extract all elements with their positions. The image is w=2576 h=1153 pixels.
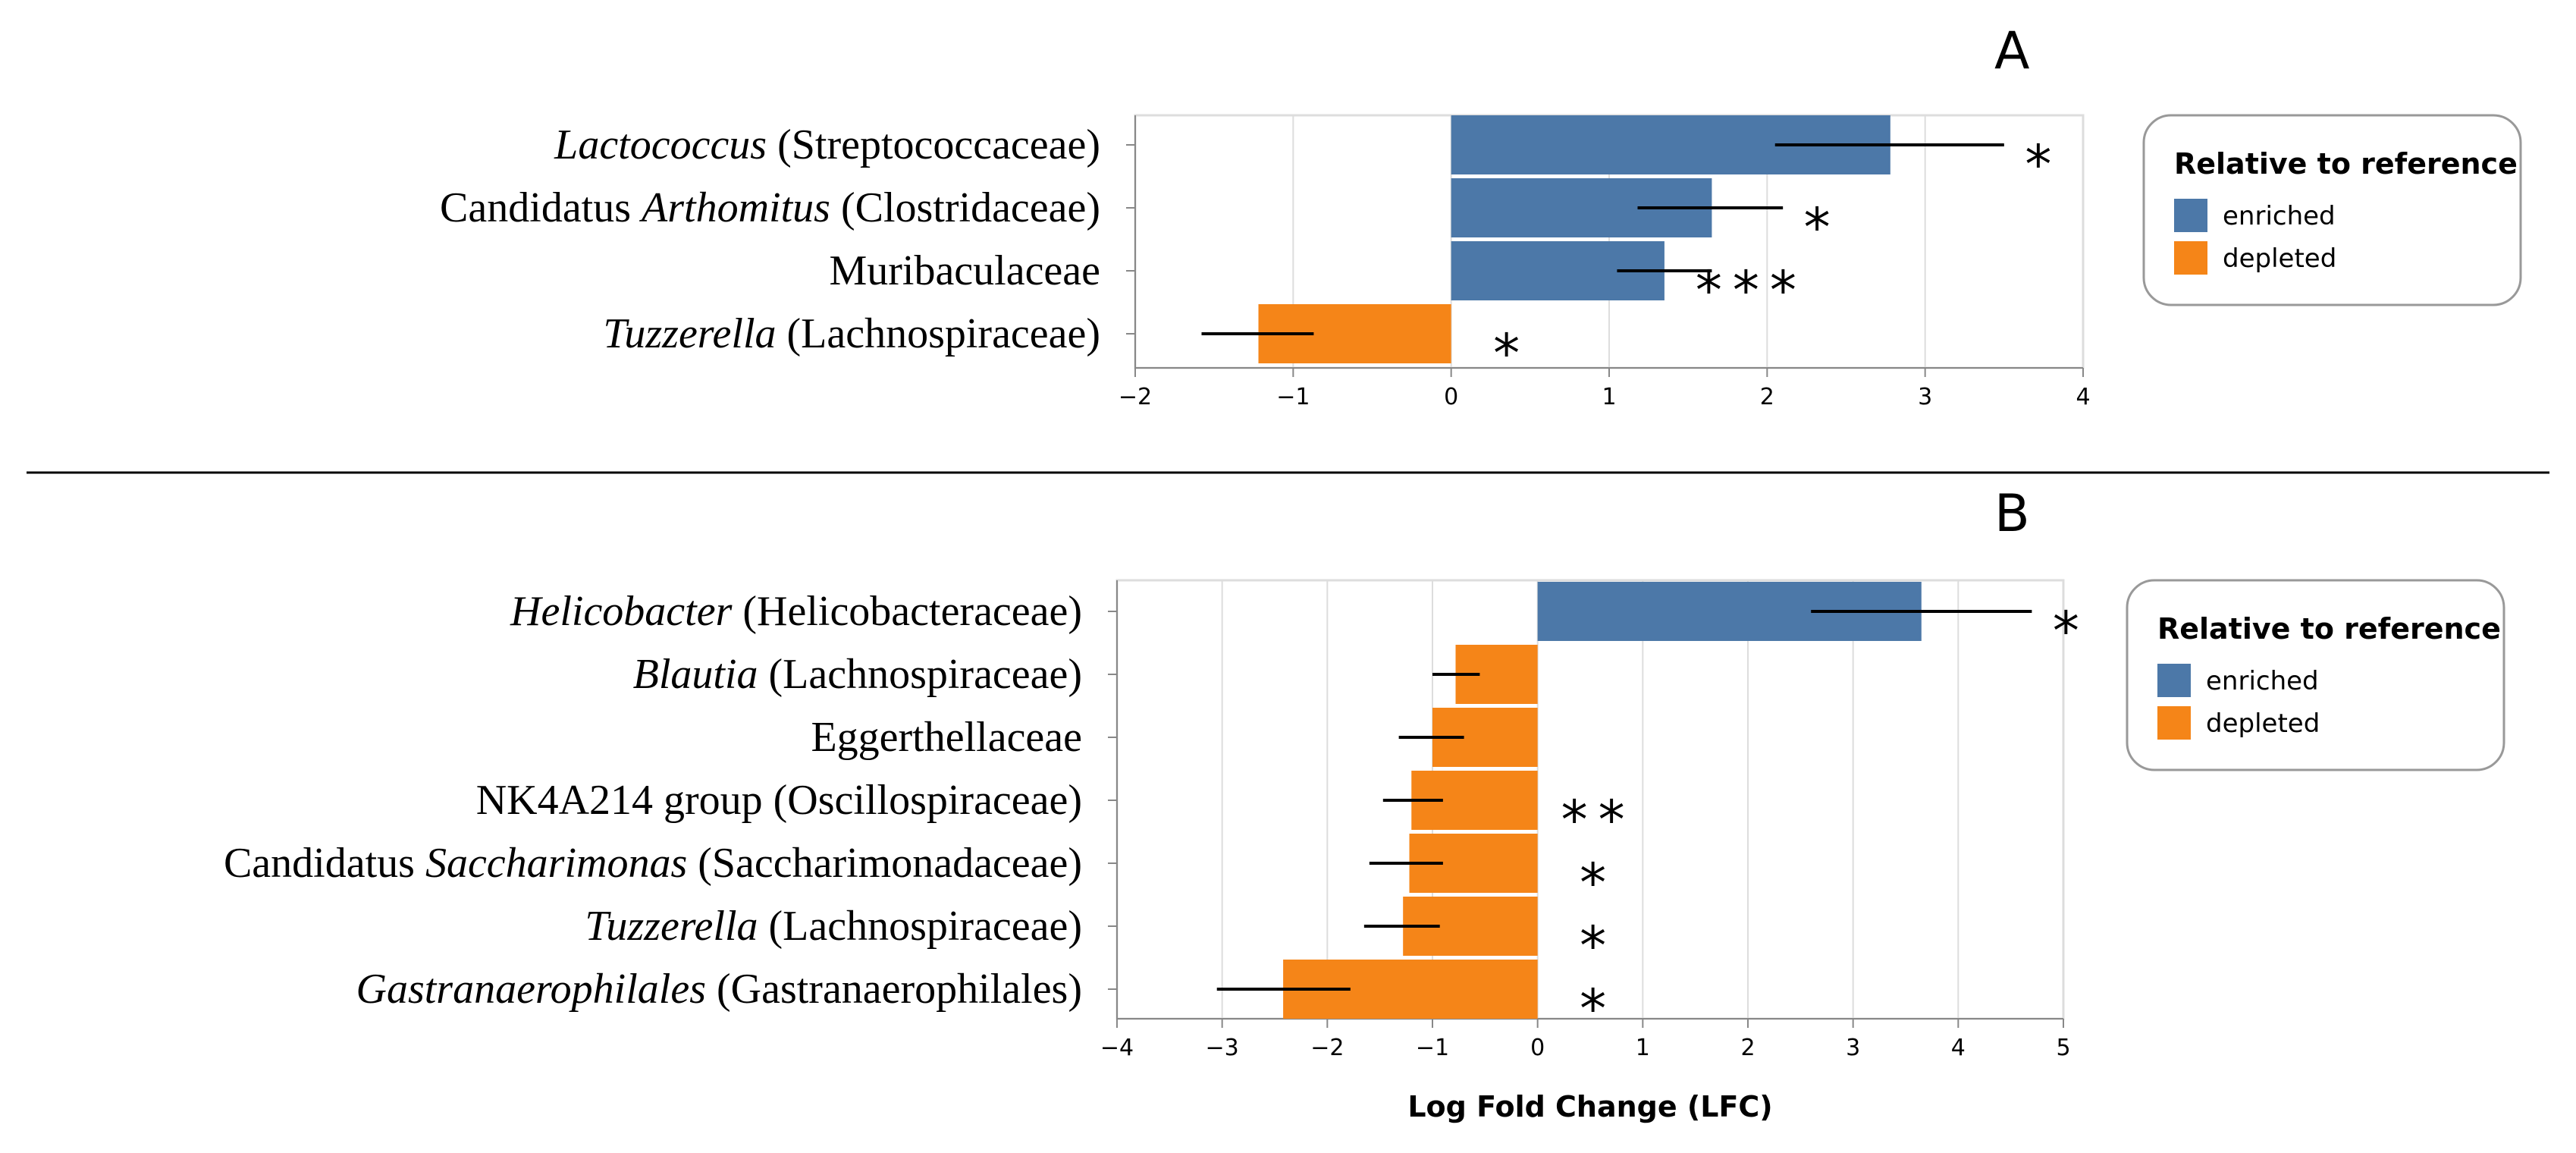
legend-label: enriched (2206, 666, 2319, 696)
legend-label: enriched (2223, 201, 2336, 231)
legend-title: Relative to reference (2157, 612, 2501, 646)
plot-frame (1115, 579, 2065, 1020)
legend-box (2126, 579, 2505, 771)
panel-letter: B (1994, 484, 2030, 544)
legend-title: Relative to reference (2174, 147, 2518, 181)
significance-marker: * (1580, 915, 1617, 977)
legend: Relative to reference enriched depleted (2126, 579, 2505, 771)
x-tick-label: −2 (1119, 384, 1152, 410)
x-tick-label: 3 (1918, 384, 1932, 410)
x-tick-label: 3 (1846, 1035, 1860, 1061)
x-tick-label: −3 (1206, 1035, 1239, 1061)
legend-swatch (2174, 241, 2207, 275)
category-label: Candidatus Arthomitus (Clostridaceae) (440, 184, 1100, 231)
x-tick-label: 5 (2056, 1035, 2070, 1061)
panel-a: A −2 −1 0 1 2 3 4 Lactococcus (Streptococcaceae)… (440, 21, 2522, 410)
significance-marker: *** (1696, 259, 1807, 322)
significance-marker: * (1804, 196, 1841, 259)
x-tick-label: 0 (1530, 1035, 1545, 1061)
significance-marker: * (1580, 852, 1617, 914)
x-tick-label: 0 (1444, 384, 1458, 410)
x-tick-label: −1 (1276, 384, 1310, 410)
legend-swatch (2157, 706, 2191, 740)
legend-label: depleted (2223, 243, 2336, 274)
category-label: Blautia (Lachnospiraceae) (633, 651, 1082, 698)
legend-box (2142, 114, 2522, 306)
significance-marker: * (2053, 600, 2090, 662)
x-tick-label: −1 (1416, 1035, 1449, 1061)
x-tick-label: 2 (1740, 1035, 1755, 1061)
legend: Relative to reference enriched depleted (2142, 114, 2522, 306)
x-axis-title: Log Fold Change (LFC) (1407, 1090, 1772, 1123)
panel-b: B −4 −3 −2 −1 0 1 2 3 4 5 Helicobacter (Helicobacte… (224, 484, 2505, 1123)
x-tick-label: 4 (2076, 384, 2090, 410)
x-tick-label: −4 (1100, 1035, 1134, 1061)
legend-label: depleted (2206, 708, 2320, 739)
category-label: Tuzzerella (Lachnospiraceae) (585, 903, 1082, 950)
category-label: Helicobacter (Helicobacteraceae) (510, 588, 1082, 635)
significance-marker: * (2025, 134, 2062, 196)
x-tick-label: −2 (1310, 1035, 1344, 1061)
x-tick-label: 1 (1602, 384, 1616, 410)
category-label: NK4A214 group (Oscillospiraceae) (476, 777, 1082, 824)
legend-swatch (2174, 199, 2207, 232)
category-label: Candidatus Saccharimonas (Saccharimonada… (224, 840, 1082, 887)
category-label: Lactococcus (Streptococcaceae) (554, 121, 1100, 168)
panel-letter: A (1994, 21, 2030, 81)
category-label: Tuzzerella (Lachnospiraceae) (603, 310, 1100, 357)
legend-swatch (2157, 664, 2191, 697)
significance-marker: * (1493, 322, 1530, 385)
category-label: Muribaculaceae (829, 247, 1100, 294)
x-tick-label: 1 (1636, 1035, 1650, 1061)
category-label: Eggerthellaceae (811, 714, 1082, 761)
significance-marker: * (1580, 978, 1617, 1040)
category-label: Gastranaerophilales (Gastranaerophilales… (356, 966, 1082, 1013)
significance-marker: ** (1561, 789, 1636, 851)
x-tick-label: 4 (1951, 1035, 1966, 1061)
x-tick-label: 2 (1760, 384, 1774, 410)
